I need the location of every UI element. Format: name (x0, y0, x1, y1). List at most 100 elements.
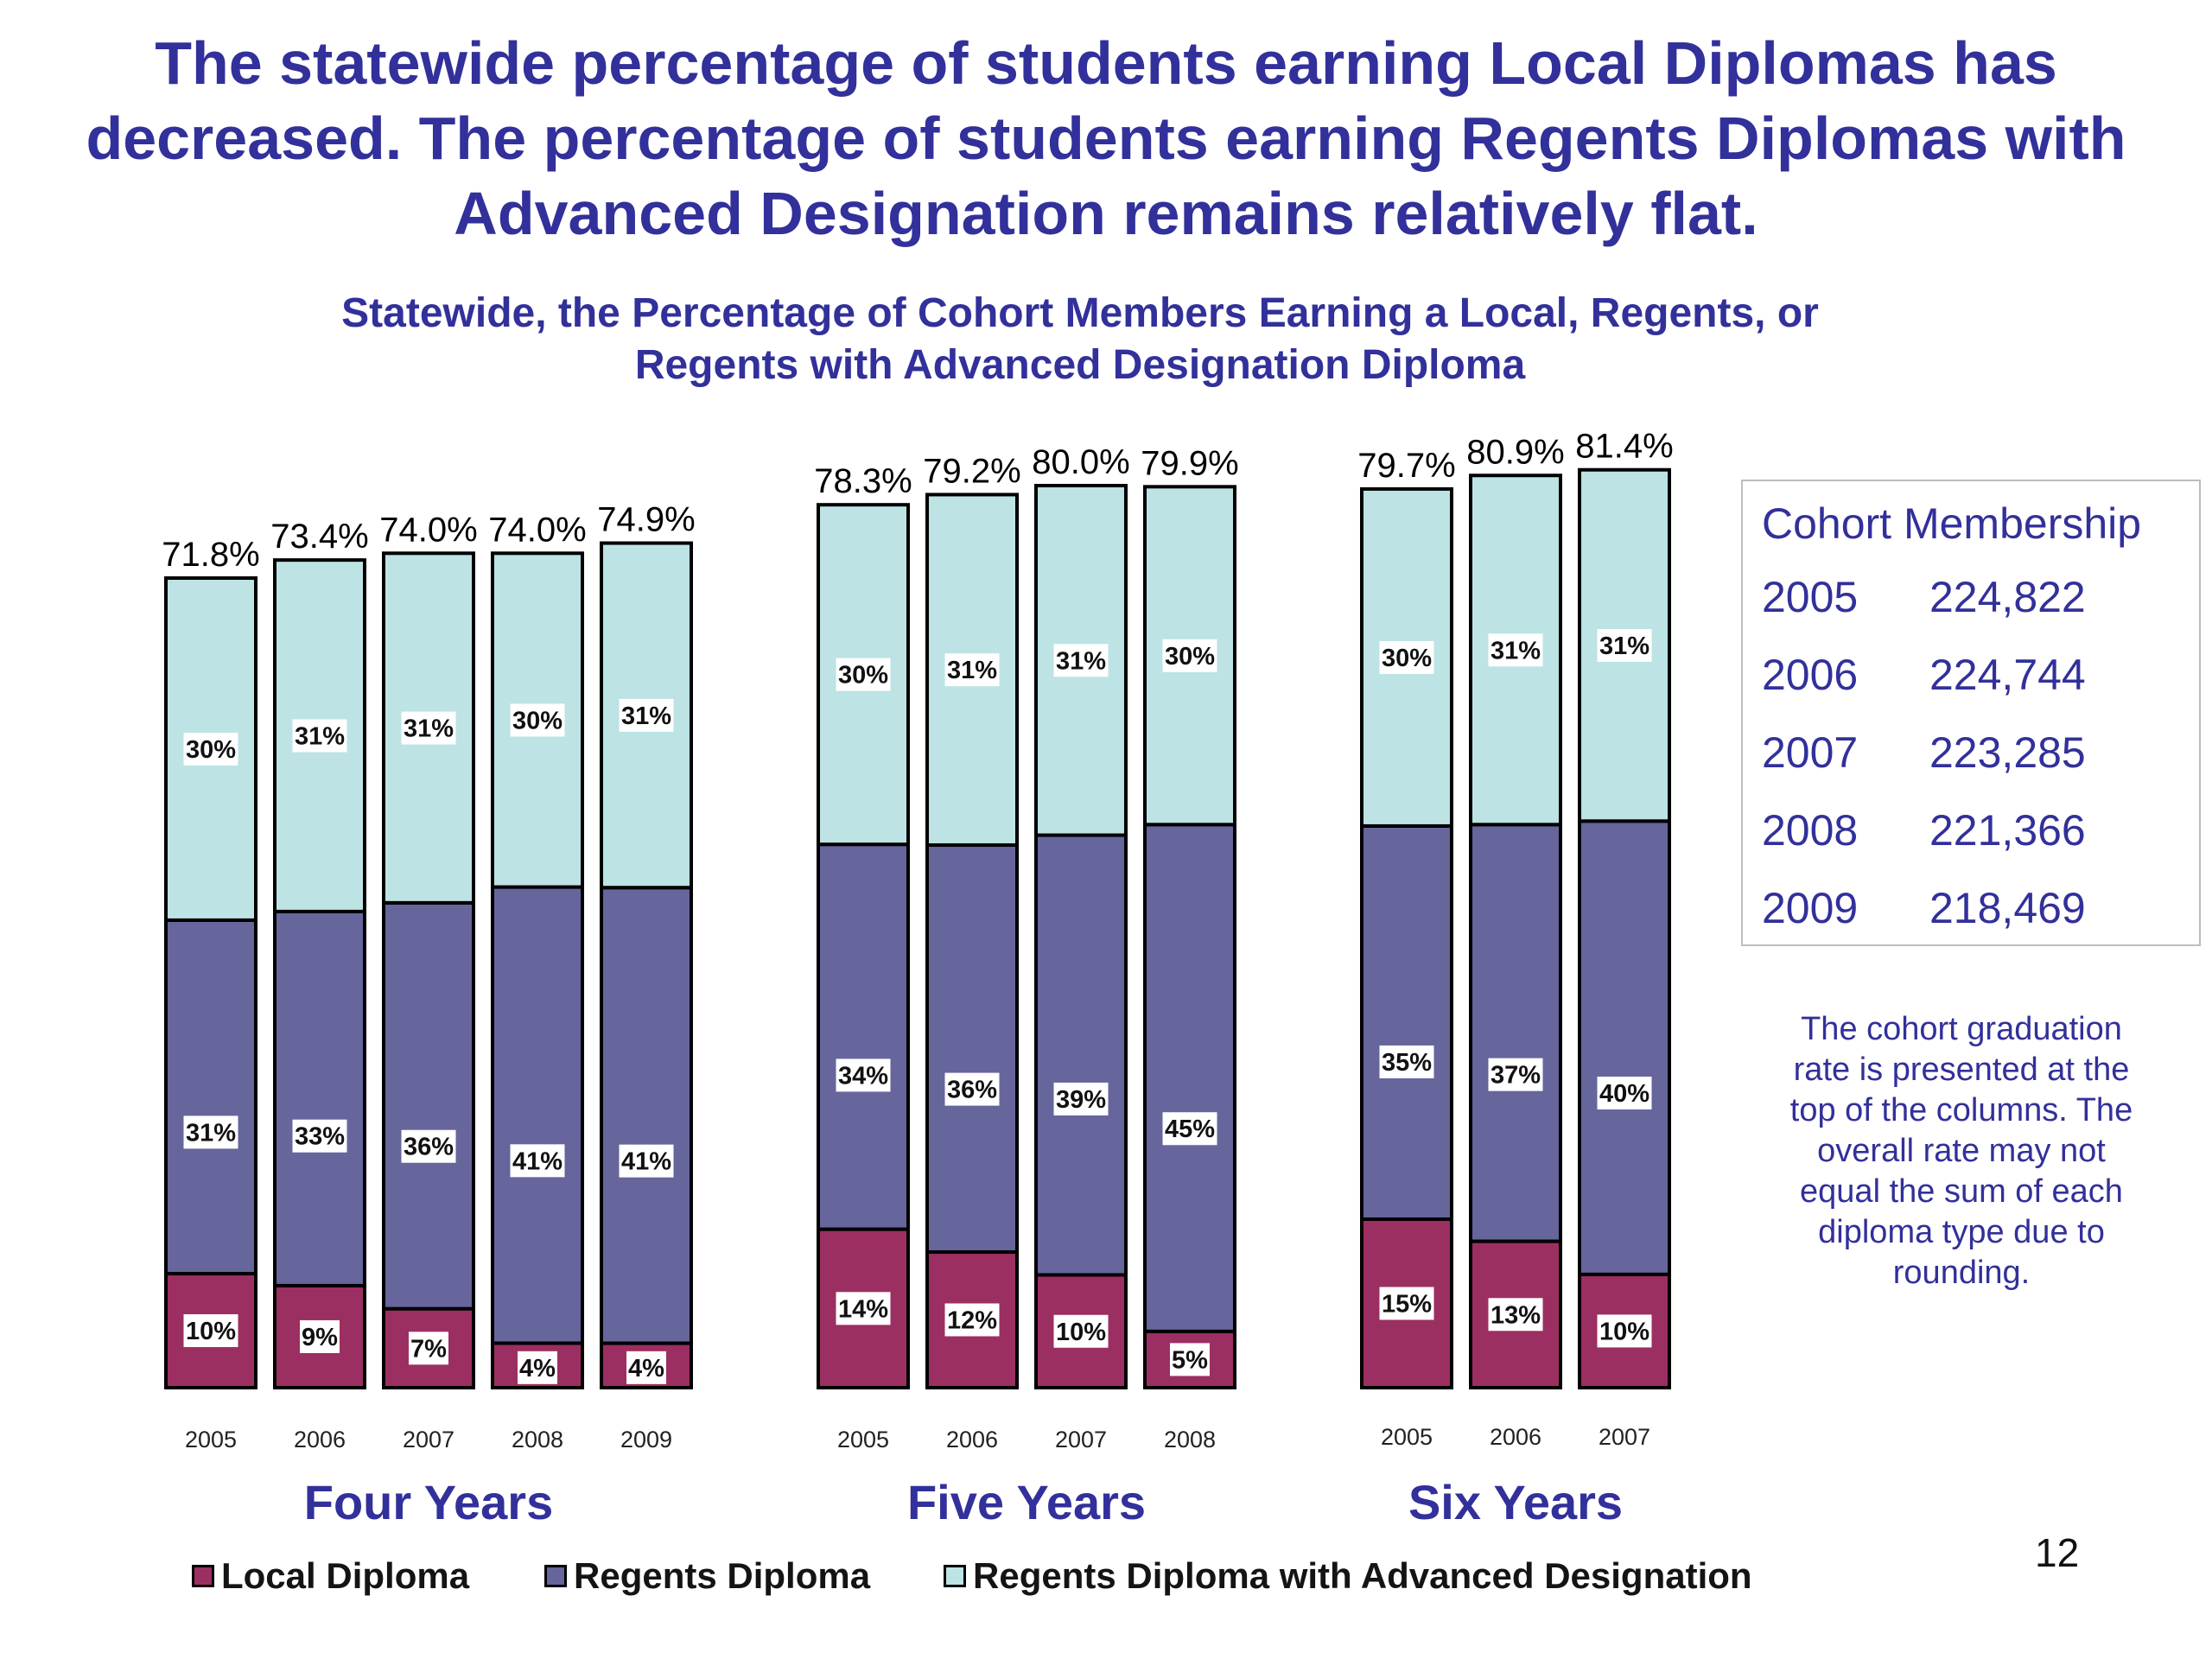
legend-swatch-regents (544, 1565, 567, 1587)
cohort-year: 2008 (1762, 806, 1859, 855)
bar-local-label-bg (626, 1351, 666, 1384)
bar-regents-label: 41% (512, 1147, 563, 1175)
bar-local-label-bg (409, 1332, 448, 1365)
rounding-note: The cohort graduation rate is presented … (1789, 1011, 2133, 1291)
bar-regents (382, 900, 475, 1311)
bar-advanced-label: 31% (1491, 637, 1541, 664)
bar-total-label: 81.4% (1575, 428, 1673, 466)
bar-regents (273, 909, 366, 1287)
cohort-value: 221,366 (1929, 806, 2086, 855)
bar-regents-label-bg (401, 1129, 456, 1163)
bar-regents-label-bg (619, 1144, 674, 1178)
group-title: Four Years (304, 1475, 553, 1529)
bar-advanced-label: 31% (295, 723, 345, 751)
bar-local (1469, 1239, 1562, 1389)
bar-local-label: 4% (628, 1355, 664, 1382)
bar-advanced-label-bg (619, 698, 674, 732)
bar-local-label: 4% (519, 1355, 556, 1382)
bar-total-label: 79.9% (1141, 444, 1238, 482)
bar-regents-label: 39% (1056, 1086, 1106, 1114)
bar-advanced-label-bg (1162, 639, 1217, 672)
legend-item-advanced: Regents Diploma with Advanced Designatio… (944, 1555, 1752, 1597)
bar-local-label: 5% (1172, 1346, 1208, 1374)
legend-label-local: Local Diploma (221, 1555, 470, 1596)
bar-advanced-label-bg (292, 719, 347, 753)
bar-total-label: 74.0% (379, 511, 477, 549)
bar-advanced-label-bg (183, 732, 238, 766)
bar-regents-label-bg (510, 1144, 565, 1178)
x-tick-label: 2006 (946, 1427, 998, 1452)
legend-label-advanced: Regents Diploma with Advanced Designatio… (973, 1555, 1752, 1596)
bar-advanced-label-bg (510, 703, 565, 737)
bar-advanced-label: 31% (404, 715, 454, 743)
x-tick-label: 2009 (620, 1427, 672, 1452)
bar-regents (164, 918, 257, 1276)
bar-local-label-bg (1170, 1343, 1210, 1376)
legend: Local Diploma Regents Diploma Regents Di… (192, 1555, 1834, 1604)
cohort-year: 2005 (1762, 573, 1859, 621)
bar-advanced (273, 558, 366, 913)
bar-local-label: 9% (302, 1324, 338, 1351)
bar-regents-label-bg (1053, 1082, 1109, 1116)
bar-advanced-label: 30% (1382, 645, 1432, 672)
bar-regents-label: 41% (621, 1148, 671, 1176)
bar-local-label: 10% (1599, 1318, 1649, 1345)
cohort-title: Cohort Membership (1762, 499, 2142, 548)
bar-advanced-label-bg (1488, 633, 1543, 667)
x-tick-label: 2007 (1055, 1427, 1107, 1452)
chart-subtitle: Statewide, the Percentage of Cohort Memb… (341, 290, 1819, 388)
cohort-value: 218,469 (1929, 884, 2086, 932)
bar-local-label: 10% (1056, 1319, 1106, 1346)
bar-advanced-label: 30% (186, 736, 236, 764)
bar-regents-label-bg (292, 1119, 347, 1153)
bar-advanced-label-bg (1379, 640, 1434, 674)
page-number: 12 (2035, 1530, 2080, 1575)
bar-total-label: 73.4% (270, 518, 368, 556)
bar-advanced-label-bg (944, 653, 1000, 687)
bar-local-label-bg (944, 1303, 1000, 1337)
bar-total-label: 79.2% (923, 452, 1020, 490)
bar-regents (925, 843, 1019, 1255)
bar-advanced-label: 30% (1165, 643, 1215, 671)
bar-regents-label: 40% (1599, 1080, 1649, 1108)
bar-regents (817, 842, 910, 1231)
x-tick-label: 2007 (403, 1427, 454, 1452)
x-tick-label: 2008 (512, 1427, 563, 1452)
bar-regents-label: 31% (186, 1119, 236, 1147)
bar-regents (1143, 823, 1236, 1333)
headline: The statewide percentage of students ear… (86, 29, 2126, 247)
bar-local-label: 14% (838, 1295, 888, 1323)
bar-total-label: 80.9% (1466, 433, 1564, 471)
bar-local-label: 15% (1382, 1290, 1432, 1318)
legend-item-local: Local Diploma (192, 1555, 469, 1597)
bar-advanced-label: 30% (512, 707, 563, 734)
cohort-membership-box: Cohort Membership 2005 224,822 2006 224,… (1741, 480, 2201, 946)
bar-regents-label: 37% (1491, 1062, 1541, 1090)
bar-advanced-label: 30% (838, 662, 888, 690)
bar-regents-label: 36% (947, 1077, 997, 1104)
bar-total-label: 71.8% (162, 536, 259, 574)
x-tick-label: 2005 (1381, 1424, 1433, 1450)
x-tick-label: 2006 (294, 1427, 346, 1452)
bar-local-label: 10% (186, 1318, 236, 1345)
legend-label-regents: Regents Diploma (574, 1555, 871, 1596)
bar-local-label-bg (183, 1314, 238, 1348)
x-tick-label: 2005 (185, 1427, 237, 1452)
bar-advanced-label: 31% (947, 657, 997, 684)
bar-regents-label-bg (1162, 1112, 1217, 1146)
bar-local-label: 7% (410, 1335, 447, 1363)
bar-regents-label-bg (1379, 1045, 1434, 1078)
bar-regents (1360, 823, 1453, 1221)
bar-regents (1578, 819, 1671, 1276)
bar-total-label: 78.3% (814, 462, 912, 500)
cohort-year: 2009 (1762, 884, 1859, 932)
bar-advanced-label: 31% (1599, 632, 1649, 660)
bar-local-label-bg (1597, 1314, 1652, 1348)
legend-swatch-advanced (944, 1565, 966, 1587)
x-tick-label: 2006 (1490, 1424, 1541, 1450)
cohort-value: 223,285 (1929, 728, 2086, 777)
x-tick-label: 2008 (1164, 1427, 1216, 1452)
bar-local-label-bg (300, 1319, 340, 1353)
bar-total-label: 79.7% (1357, 447, 1455, 485)
